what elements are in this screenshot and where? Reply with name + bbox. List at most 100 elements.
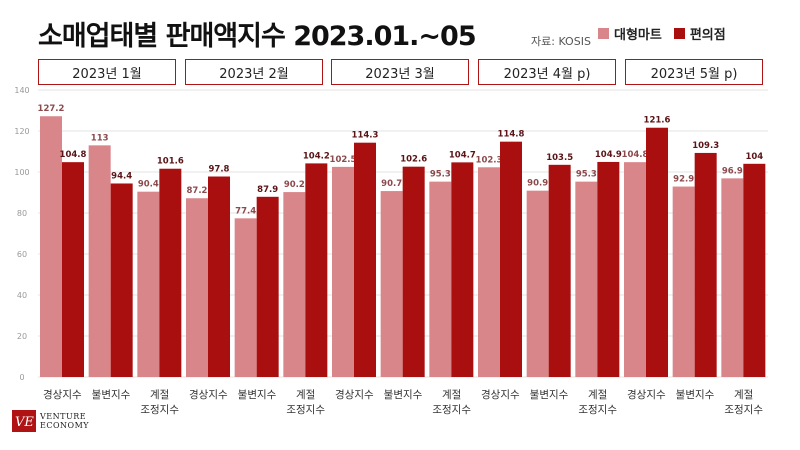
legend-swatch-convenience [673,28,685,39]
bar-large-mart [575,181,598,377]
x-tick-label: 계절 [150,388,169,401]
month-headers: 2023년 1월 2023년 2월 2023년 3월 2023년 4월 p) 2… [38,59,763,87]
bar-convenience [451,162,474,377]
bar-convenience [548,164,571,377]
bar-large-mart [380,191,403,377]
x-tick-label: 불변지수 [92,389,131,401]
x-tick-label: 불변지수 [384,389,423,401]
bar-convenience [694,152,717,377]
logo-line-2: ECONOMY [40,421,90,430]
logo-text: VENTURE ECONOMY [40,412,89,430]
data-label: 96.9 [722,166,743,176]
data-label: 90.4 [138,180,159,190]
bar-convenience [110,183,133,377]
bar-convenience [743,163,766,377]
x-tick-label: 계절 [296,388,315,401]
legend: 대형마트 편의점 [598,24,726,43]
bar-large-mart [429,181,452,377]
legend-swatch-large-mart [598,28,609,39]
month-header: 2023년 5월 p) [625,59,763,85]
data-label: 97.8 [209,165,230,175]
x-tick-label: 경상지수 [189,388,228,401]
x-tick-label: 계절 [588,388,607,401]
chart-title: 소매업태별 판매액지수 2023.01.~05 [38,21,477,52]
data-label: 114.8 [498,130,525,140]
data-label: 87.9 [257,185,278,195]
data-label: 90.2 [284,180,305,190]
x-tick-label: 불변지수 [238,389,277,401]
data-label: 95.3 [430,170,451,180]
bar-convenience [597,161,620,377]
x-tick-label: 계절 [734,388,753,401]
y-tick-label: 0 [19,373,24,382]
x-tick-label: 조정지수 [578,404,617,416]
x-tick-label: 경상지수 [43,388,82,401]
data-label: 102.3 [476,155,503,165]
data-label: 103.5 [546,153,573,163]
data-label: 77.4 [235,206,256,216]
x-tick-label: 조정지수 [140,404,179,416]
data-label: 109.3 [692,141,719,151]
logo-mark-icon: VE [12,410,36,432]
bar-convenience [402,166,425,377]
bar-large-mart [332,166,354,377]
bar-convenience [500,141,522,377]
x-tick-label: 계절 [442,388,461,401]
data-label: 101.6 [157,157,184,167]
y-tick-label: 20 [17,332,27,341]
x-tick-label: 불변지수 [530,389,569,401]
data-label: 104.2 [303,151,330,161]
x-tick-label: 조정지수 [724,404,763,416]
month-header: 2023년 3월 [331,59,469,85]
y-tick-label: 60 [17,250,27,259]
bar-large-mart [526,190,549,377]
x-tick-label: 경상지수 [481,388,520,401]
month-header: 2023년 1월 [38,59,176,85]
bar-convenience [62,162,84,377]
bar-large-mart [721,178,744,377]
month-header: 2023년 4월 p) [478,59,616,85]
data-label: 90.9 [527,179,548,189]
data-label: 92.9 [673,175,694,185]
legend-label-large-mart: 대형마트 [614,28,662,43]
data-label: 127.2 [38,104,65,114]
data-label: 102.5 [330,155,357,165]
bar-large-mart [40,116,62,378]
bar-large-mart [672,186,695,377]
logo: VE VENTURE ECONOMY [12,410,89,432]
x-tick-label: 불변지수 [676,389,715,401]
data-label: 121.6 [644,116,671,126]
x-tick-label: 경상지수 [335,388,374,401]
bar-convenience [159,168,182,377]
bar-convenience [646,127,668,377]
logo-line-1: VENTURE [40,412,87,421]
data-label: 113 [91,133,109,143]
source-note: 자료: KOSIS [531,35,591,48]
data-label: 95.3 [576,170,597,180]
legend-item-large-mart: 대형마트 [598,24,662,43]
bar-large-mart [88,145,111,377]
bar-large-mart [478,167,500,377]
bar-large-mart [137,191,160,377]
svg-text:VE: VE [15,415,34,430]
data-label: 87.2 [187,186,208,196]
data-label: 104.8 [622,150,649,160]
legend-label-convenience: 편의점 [689,28,726,43]
data-label: 104 [745,152,763,162]
legend-item-convenience: 편의점 [673,24,726,43]
y-tick-label: 140 [14,86,29,95]
y-tick-label: 120 [14,127,29,136]
data-label: 114.3 [352,131,379,141]
bar-convenience [305,163,328,377]
data-label: 90.7 [381,179,402,189]
y-tick-label: 80 [17,209,27,218]
data-label: 94.4 [111,171,132,181]
bar-large-mart [186,198,208,377]
x-tick-label: 경상지수 [627,388,666,401]
bar-convenience [256,196,279,377]
data-label: 104.7 [449,150,476,160]
x-tick-label: 조정지수 [286,404,325,416]
data-label: 104.8 [60,150,87,160]
y-tick-label: 100 [14,168,29,177]
y-tick-label: 40 [17,291,27,300]
